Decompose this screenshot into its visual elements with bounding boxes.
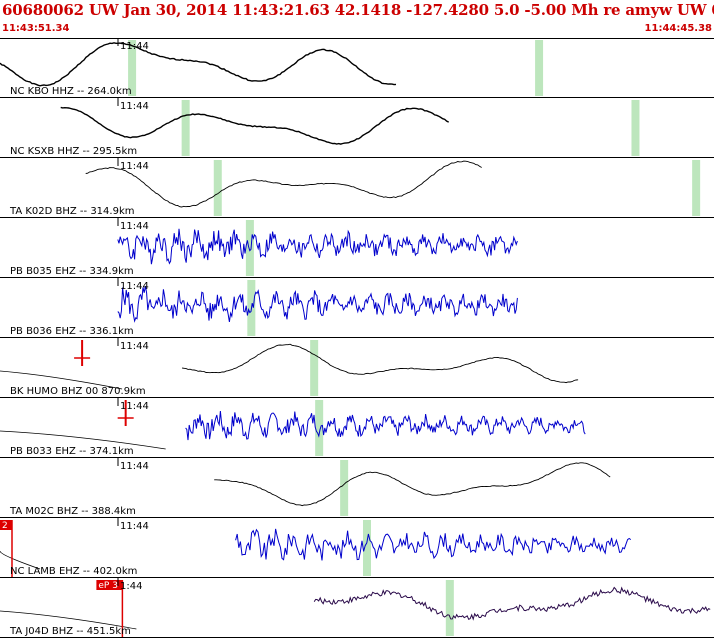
minute-label: 11:44 bbox=[120, 161, 149, 172]
waveform bbox=[0, 42, 397, 87]
pick-flag[interactable] bbox=[96, 580, 123, 590]
phase-marker bbox=[362, 520, 371, 576]
waveform bbox=[60, 106, 450, 145]
phase-marker bbox=[631, 100, 640, 156]
trace-row[interactable]: 11:44 TA K02D BHZ -- 314.9km bbox=[0, 158, 714, 218]
trace-row[interactable]: 11:44 BK HUMO BHZ 00 870.9km bbox=[0, 338, 714, 398]
waveform bbox=[313, 586, 711, 621]
trace-row[interactable]: 11:44 TA M02C BHZ -- 388.4km bbox=[0, 458, 714, 518]
phase-marker bbox=[340, 460, 349, 516]
waveform bbox=[235, 528, 632, 561]
minute-label: 11:44 bbox=[120, 281, 149, 292]
event-header: 60680062 UW Jan 30, 2014 11:43:21.63 42.… bbox=[0, 0, 714, 38]
baseline-trend bbox=[0, 370, 123, 390]
phase-marker bbox=[535, 40, 544, 96]
minute-label: 1:44 bbox=[120, 581, 142, 592]
station-label: PB B036 EHZ -- 336.1km bbox=[10, 326, 134, 337]
minute-label: 11:44 bbox=[120, 41, 149, 52]
trace-row[interactable]: 11:44 PB B036 EHZ -- 336.1km bbox=[0, 278, 714, 338]
phase-marker bbox=[245, 220, 254, 276]
phase-marker bbox=[692, 160, 701, 216]
window-end-time: 11:44:45.38 bbox=[644, 23, 712, 34]
pick-label: 2 bbox=[2, 521, 8, 531]
station-label: NC LAMB EHZ -- 402.0km bbox=[10, 566, 137, 577]
trace-row[interactable]: 11:44 NC KSXB HHZ -- 295.5km bbox=[0, 98, 714, 158]
station-label: BK HUMO BHZ 00 870.9km bbox=[10, 386, 146, 397]
trace-row[interactable]: 11:44 NC KBO HHZ -- 264.0km bbox=[0, 38, 714, 98]
station-label: TA M02C BHZ -- 388.4km bbox=[9, 506, 136, 517]
baseline-trend bbox=[0, 550, 41, 570]
phase-marker bbox=[213, 160, 222, 216]
pick-label: eP 3 bbox=[98, 581, 118, 591]
pick-flag[interactable] bbox=[0, 520, 12, 530]
trace-row[interactable]: 2 11:44 NC LAMB EHZ -- 402.0km bbox=[0, 518, 714, 578]
station-label: TA K02D BHZ -- 314.9km bbox=[9, 206, 134, 217]
waveform bbox=[185, 410, 586, 441]
minute-label: 11:44 bbox=[120, 101, 149, 112]
trace-row[interactable]: 11:44 PB B033 EHZ -- 374.1km bbox=[0, 398, 714, 458]
waveform bbox=[214, 462, 611, 507]
phase-marker bbox=[128, 40, 137, 96]
event-title: 60680062 UW Jan 30, 2014 11:43:21.63 42.… bbox=[2, 1, 714, 19]
trace-row[interactable]: 11:44 PB B035 EHZ -- 334.9km bbox=[0, 218, 714, 278]
waveform bbox=[117, 228, 518, 265]
minute-label: 11:44 bbox=[120, 461, 149, 472]
station-label: PB B033 EHZ -- 374.1km bbox=[10, 446, 134, 457]
minute-label: 11:44 bbox=[120, 521, 149, 532]
station-label: NC KSXB HHZ -- 295.5km bbox=[10, 146, 137, 157]
waveform bbox=[182, 343, 579, 384]
station-label: NC KBO HHZ -- 264.0km bbox=[10, 86, 132, 97]
phase-marker bbox=[445, 580, 454, 636]
minute-label: 11:44 bbox=[120, 221, 149, 232]
phase-marker bbox=[310, 340, 319, 396]
station-label: PB B035 EHZ -- 334.9km bbox=[10, 266, 134, 277]
station-label: TA J04D BHZ -- 451.5km bbox=[9, 626, 131, 637]
window-start-time: 11:43:51.34 bbox=[2, 23, 70, 34]
baseline-trend bbox=[0, 610, 137, 630]
phase-marker bbox=[181, 100, 190, 156]
trace-row[interactable]: eP 3 1:44 TA J04D BHZ -- 451.5km bbox=[0, 578, 714, 638]
waveform bbox=[85, 160, 482, 208]
seismogram-panel[interactable]: 11:44 NC KBO HHZ -- 264.0km 11:44 NC KSXB H… bbox=[0, 38, 714, 638]
waveform bbox=[117, 286, 518, 323]
phase-marker bbox=[315, 400, 324, 456]
baseline-trend bbox=[0, 430, 166, 450]
minute-label: 11:44 bbox=[120, 341, 149, 352]
minute-label: 11:44 bbox=[120, 401, 149, 412]
